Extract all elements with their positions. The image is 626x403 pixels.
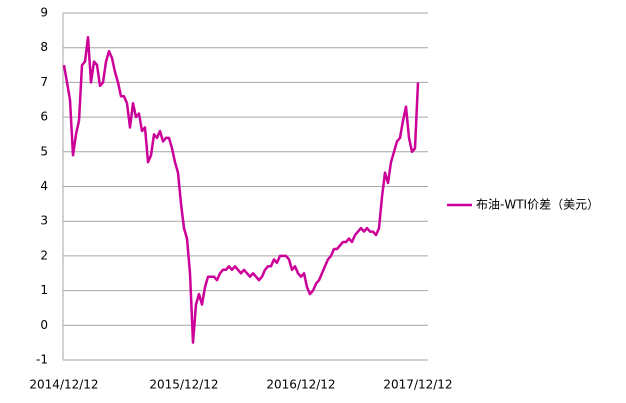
y-tick-label: 5	[40, 144, 48, 158]
y-tick-label: 4	[40, 179, 48, 193]
y-tick-label: 0	[40, 318, 48, 332]
legend-label: 布油-WTI价差（美元）	[476, 198, 599, 212]
y-tick-label: 2	[40, 248, 48, 262]
y-tick-label: 1	[40, 283, 48, 297]
y-tick-label: 6	[40, 110, 48, 124]
y-tick-label: -1	[36, 353, 48, 367]
x-tick-label: 2014/12/12	[29, 378, 98, 392]
y-tick-label: 8	[40, 40, 48, 54]
y-tick-label: 3	[40, 214, 48, 228]
x-tick-label: 2017/12/12	[383, 378, 452, 392]
x-tick-label: 2015/12/12	[149, 378, 218, 392]
series-line	[62, 36, 420, 344]
x-tick-label: 2016/12/12	[266, 378, 335, 392]
y-tick-label: 9	[40, 6, 48, 20]
y-tick-label: 7	[40, 75, 48, 89]
